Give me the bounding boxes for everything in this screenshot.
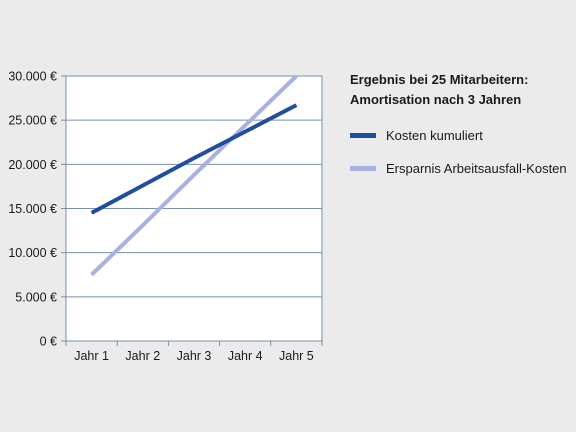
series-lines bbox=[90, 74, 298, 277]
x-tick-label: Jahr 1 bbox=[74, 349, 109, 363]
y-tick-label: 25.000 € bbox=[8, 114, 57, 128]
y-axis-ticks: 0 € 5.000 € 10.000 € 15.000 € 20.000 € 25.000… bbox=[8, 70, 66, 349]
y-tick-label: 30.000 € bbox=[8, 70, 57, 84]
x-tick-label: Jahr 4 bbox=[228, 349, 263, 363]
x-tick-label: Jahr 3 bbox=[177, 349, 212, 363]
chart-title: Ergebnis bei 25 Mitarbeitern: Amortisati… bbox=[350, 70, 576, 110]
legend-item-kosten: Kosten kumuliert bbox=[350, 128, 576, 143]
legend-item-ersparnis: Ersparnis Arbeitsausfall-Kosten bbox=[350, 161, 576, 176]
series-line-0 bbox=[90, 103, 298, 215]
y-tick-label: 15.000 € bbox=[8, 202, 57, 216]
legend-swatch-kosten bbox=[350, 133, 376, 138]
x-tick-label: Jahr 5 bbox=[279, 349, 314, 363]
y-tick-label: 10.000 € bbox=[8, 246, 57, 260]
y-tick-label: 0 € bbox=[40, 335, 57, 349]
y-tick-label: 5.000 € bbox=[15, 290, 57, 304]
legend: Ergebnis bei 25 Mitarbeitern: Amortisati… bbox=[350, 70, 576, 176]
legend-label-ersparnis: Ersparnis Arbeitsausfall-Kosten bbox=[386, 161, 567, 176]
legend-swatch-ersparnis bbox=[350, 166, 376, 171]
y-tick-label: 20.000 € bbox=[8, 158, 57, 172]
chart-title-line-2: Amortisation nach 3 Jahren bbox=[350, 92, 522, 107]
x-tick-label: Jahr 2 bbox=[125, 349, 160, 363]
grid-lines bbox=[66, 119, 322, 298]
legend-label-kosten: Kosten kumuliert bbox=[386, 128, 483, 143]
chart-title-line-1: Ergebnis bei 25 Mitarbeitern: bbox=[350, 72, 529, 87]
x-axis-ticks: Jahr 1 Jahr 2 Jahr 3 Jahr 4 Jahr 5 bbox=[65, 341, 323, 363]
series-line-1 bbox=[90, 74, 298, 277]
